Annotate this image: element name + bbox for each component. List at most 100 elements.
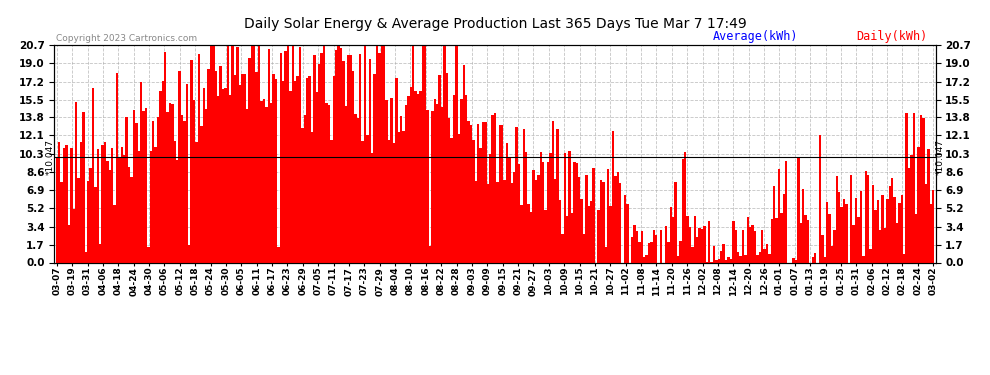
Bar <box>686 216 689 262</box>
Bar <box>181 115 183 262</box>
Bar <box>176 160 178 262</box>
Bar <box>123 155 126 262</box>
Bar <box>333 76 335 262</box>
Bar <box>92 88 94 262</box>
Bar <box>501 125 504 262</box>
Bar <box>641 231 644 262</box>
Bar <box>703 226 706 262</box>
Bar <box>164 53 166 262</box>
Bar <box>664 226 667 262</box>
Bar <box>335 50 338 262</box>
Text: Copyright 2023 Cartronics.com: Copyright 2023 Cartronics.com <box>56 34 198 43</box>
Bar <box>452 95 455 262</box>
Bar <box>650 242 652 262</box>
Bar <box>780 213 783 262</box>
Bar <box>855 198 857 262</box>
Bar <box>516 126 518 262</box>
Bar <box>253 45 255 262</box>
Bar <box>766 244 768 262</box>
Bar <box>614 176 617 262</box>
Bar <box>542 162 545 262</box>
Bar <box>725 260 728 262</box>
Bar <box>740 256 742 262</box>
Bar <box>429 246 432 262</box>
Bar <box>140 82 143 262</box>
Bar <box>901 195 903 262</box>
Bar <box>217 96 220 262</box>
Bar <box>55 158 58 262</box>
Bar <box>546 162 549 262</box>
Bar <box>284 51 287 262</box>
Bar <box>556 129 558 262</box>
Bar <box>580 200 583 262</box>
Text: *10.047: *10.047 <box>46 139 54 175</box>
Bar <box>84 252 87 262</box>
Bar <box>388 140 390 262</box>
Bar <box>558 200 561 262</box>
Bar <box>149 152 151 262</box>
Bar <box>97 149 99 262</box>
Bar <box>376 46 378 262</box>
Bar <box>75 102 77 262</box>
Bar <box>65 145 67 262</box>
Bar <box>644 256 645 262</box>
Bar <box>634 225 636 262</box>
Bar <box>154 147 156 262</box>
Bar <box>380 45 383 262</box>
Bar <box>800 223 802 262</box>
Bar <box>841 207 842 262</box>
Text: *10.047: *10.047 <box>936 139 944 175</box>
Bar <box>316 92 318 262</box>
Bar <box>111 148 114 262</box>
Bar <box>436 104 439 262</box>
Bar <box>884 228 886 262</box>
Bar <box>227 45 229 262</box>
Bar <box>792 258 795 262</box>
Bar <box>819 135 821 262</box>
Bar <box>427 110 429 262</box>
Bar <box>207 69 210 262</box>
Bar <box>203 88 205 262</box>
Bar <box>761 230 763 262</box>
Bar <box>441 106 444 262</box>
Bar <box>321 53 323 262</box>
Bar <box>255 72 257 262</box>
Bar <box>63 148 65 262</box>
Bar <box>402 131 405 262</box>
Bar <box>778 169 780 262</box>
Bar <box>910 155 913 262</box>
Bar <box>573 162 575 262</box>
Bar <box>528 204 530 262</box>
Bar <box>585 175 588 262</box>
Bar <box>898 202 901 262</box>
Bar <box>72 209 75 262</box>
Bar <box>106 161 109 262</box>
Bar <box>701 229 703 262</box>
Bar <box>198 54 200 262</box>
Bar <box>563 153 566 262</box>
Bar <box>128 166 131 262</box>
Bar <box>145 108 148 262</box>
Bar <box>930 204 932 262</box>
Bar <box>845 204 847 262</box>
Bar <box>881 195 884 262</box>
Bar <box>361 141 363 262</box>
Bar <box>636 231 639 262</box>
Bar <box>852 225 855 262</box>
Bar <box>698 228 701 262</box>
Bar <box>338 45 340 262</box>
Bar <box>159 91 161 262</box>
Bar <box>405 105 407 262</box>
Bar <box>619 183 622 262</box>
Bar <box>903 254 906 262</box>
Bar <box>696 237 698 262</box>
Bar <box>415 91 417 262</box>
Bar <box>627 204 629 262</box>
Bar <box>597 210 600 262</box>
Bar <box>775 218 778 262</box>
Bar <box>836 176 839 262</box>
Bar <box>166 111 169 262</box>
Bar <box>915 214 918 262</box>
Bar <box>639 242 641 262</box>
Bar <box>385 100 388 262</box>
